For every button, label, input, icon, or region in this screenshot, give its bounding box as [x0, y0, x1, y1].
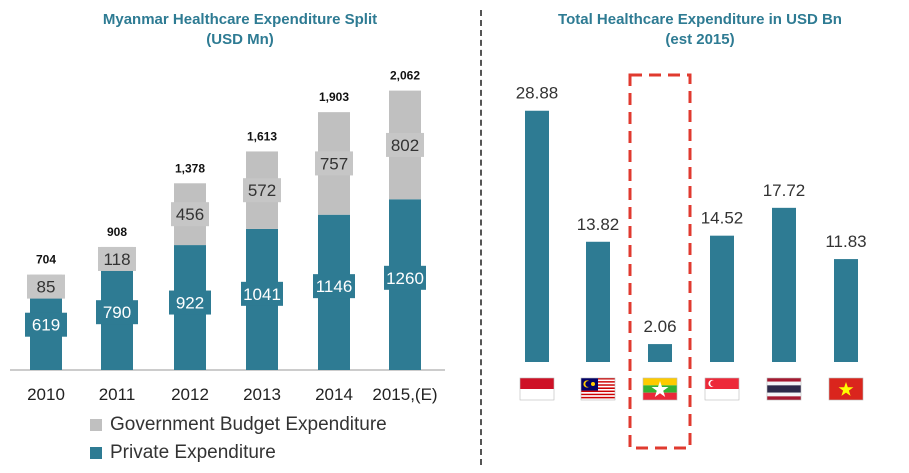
singapore-flag-icon	[704, 377, 740, 401]
bar-expenditure	[710, 235, 734, 362]
data-label-bg-private	[241, 281, 283, 306]
legend-item-private: Private Expenditure	[90, 442, 276, 464]
right-chart-title-line2: (est 2015)	[665, 31, 735, 48]
data-label-value: 14.52	[701, 209, 744, 228]
data-label-government: 757	[320, 154, 348, 173]
indonesia-flag-icon	[519, 377, 555, 401]
data-label-government: 572	[248, 181, 276, 200]
data-label-private: 1146	[316, 277, 353, 296]
right-chart-title: Total Healthcare Expenditure in USD Bn (…	[500, 10, 900, 50]
left-chart-title-line1: Myanmar Healthcare Expenditure Split	[102, 11, 378, 28]
chart-divider	[480, 10, 482, 465]
data-label-bg-government	[171, 202, 209, 227]
left-chart-title: Myanmar Healthcare Expenditure Split (US…	[20, 10, 460, 50]
bar-expenditure	[772, 207, 796, 362]
data-label-total: 908	[107, 225, 127, 239]
bar-expenditure	[648, 344, 672, 362]
legend-item-government: Government Budget Expenditure	[90, 414, 387, 436]
data-label-government: 456	[176, 205, 204, 224]
malaysia-flag-icon	[580, 377, 616, 401]
tick-label-x: 2012	[171, 385, 209, 404]
data-label-private: 790	[103, 303, 131, 322]
data-label-private: 1041	[243, 285, 281, 304]
data-label-value: 13.82	[577, 215, 620, 234]
data-label-total: 1,378	[175, 161, 205, 175]
data-label-bg-private	[96, 300, 138, 325]
data-label-bg-government	[98, 246, 136, 271]
data-label-value: 2.06	[643, 317, 676, 336]
data-label-total: 1,903	[319, 90, 349, 104]
data-label-bg-private	[313, 274, 355, 299]
data-label-total: 1,613	[247, 129, 277, 143]
data-label-total: 704	[36, 253, 56, 267]
data-label-bg-private	[384, 265, 426, 290]
data-label-government: 802	[391, 136, 419, 155]
legend-swatch-government	[90, 419, 102, 431]
tick-label-x: 2013	[243, 385, 281, 404]
data-label-value: 28.88	[516, 84, 559, 103]
data-label-bg-private	[25, 312, 67, 337]
data-label-government: 118	[103, 250, 130, 269]
legend-label-private: Private Expenditure	[110, 442, 276, 463]
right-chart-title-line1: Total Healthcare Expenditure in USD Bn	[558, 11, 842, 28]
data-label-bg-government	[315, 151, 353, 176]
data-label-bg-government	[386, 132, 424, 157]
highlight-box-myanmar	[628, 73, 692, 450]
data-label-private: 1260	[386, 269, 424, 288]
data-label-bg-government	[243, 178, 281, 203]
tick-label-x: 2010	[27, 385, 65, 404]
data-label-value: 17.72	[763, 181, 806, 200]
tick-label-x: 2015,(E)	[372, 385, 437, 404]
bar-expenditure	[525, 110, 549, 362]
left-chart-title-line2: (USD Mn)	[206, 31, 274, 48]
myanmar-flag-icon	[642, 377, 678, 401]
data-label-private: 619	[32, 316, 60, 335]
data-label-value: 11.83	[825, 232, 866, 251]
bar-expenditure	[834, 259, 858, 362]
legend-label-government: Government Budget Expenditure	[110, 414, 387, 435]
data-label-private: 922	[176, 294, 204, 313]
left-stacked-bar-chart: 619 85 704 2010 790 118 908 2011 922 456 1,378 2012…	[10, 69, 445, 404]
vietnam-flag-icon	[828, 377, 864, 401]
bar-expenditure	[586, 241, 610, 362]
data-label-bg-private	[169, 290, 211, 315]
data-label-bg-government	[27, 274, 65, 299]
tick-label-x: 2014	[315, 385, 353, 404]
right-bar-chart: 28.88 13.82 2.06 14.52 17.72 11.83	[516, 73, 867, 450]
tick-label-x: 2011	[99, 385, 136, 404]
data-label-government: 85	[37, 278, 56, 297]
data-label-total: 2,062	[390, 69, 420, 83]
thailand-flag-icon	[766, 377, 802, 401]
legend-swatch-private	[90, 447, 102, 459]
